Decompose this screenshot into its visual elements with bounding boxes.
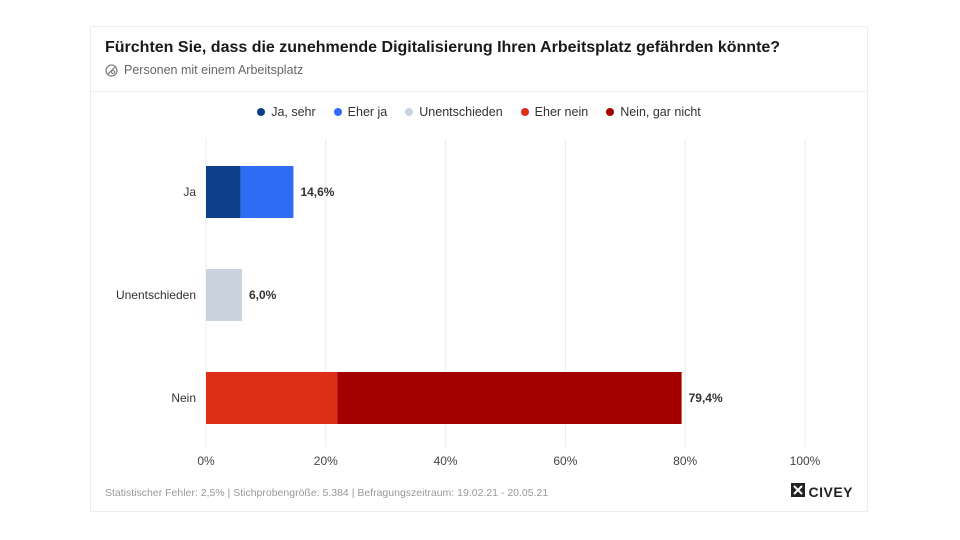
legend-item-3[interactable]: Eher nein (520, 105, 589, 119)
brand-name: CIVEY (808, 483, 853, 500)
footer-info: Statistischer Fehler: 2,5% | Stichproben… (105, 487, 549, 499)
bar-segment (206, 372, 338, 424)
x-tick-label: 40% (434, 454, 458, 468)
target-group-icon (105, 63, 118, 77)
legend-label: Ja, sehr (271, 105, 316, 119)
legend-item-1[interactable]: Eher ja (333, 105, 388, 119)
legend-swatch (333, 108, 342, 116)
legend-swatch (257, 108, 266, 116)
data-label: 79,4% (689, 391, 723, 405)
bar-segment (206, 166, 241, 218)
bar-segment (206, 269, 242, 321)
x-tick-label: 80% (673, 454, 697, 468)
bar-segment (240, 166, 294, 218)
legend-item-4[interactable]: Nein, gar nicht (606, 105, 701, 119)
civey-logo: CIVEY (791, 483, 853, 500)
data-label: 6,0% (249, 288, 277, 302)
chart-card: Fürchten Sie, dass die zunehmende Digita… (90, 26, 868, 512)
category-label: Ja (183, 185, 196, 199)
legend-label: Nein, gar nicht (620, 105, 701, 119)
category-label: Unentschieden (116, 288, 196, 302)
chart-legend: Ja, sehr Eher ja Unentschieden Eher nein Nei… (91, 105, 867, 119)
legend-item-0[interactable]: Ja, sehr (257, 105, 316, 119)
bar-chart: 0% 20% 40% 60% 80% 100% Ja 14,6% Unentschieden 6,… (116, 139, 821, 468)
header-divider (91, 91, 867, 92)
legend-swatch (405, 108, 414, 116)
legend-label: Eher nein (534, 105, 589, 119)
bar-segment (337, 372, 682, 424)
x-tick-label: 60% (553, 454, 577, 468)
x-tick-label: 0% (197, 454, 215, 468)
category-label: Nein (171, 391, 196, 405)
legend-label: Unentschieden (419, 105, 503, 119)
chart-subtitle: Personen mit einem Arbeitsplatz (105, 63, 303, 77)
civey-logo-icon (791, 483, 806, 500)
subtitle-text: Personen mit einem Arbeitsplatz (124, 63, 304, 77)
chart-title: Fürchten Sie, dass die zunehmende Digita… (105, 39, 781, 56)
legend-swatch (520, 108, 529, 116)
legend-label: Eher ja (347, 105, 388, 119)
x-tick-label: 100% (790, 454, 821, 468)
legend-swatch (606, 108, 615, 116)
data-label: 14,6% (300, 185, 334, 199)
legend-item-2[interactable]: Unentschieden (405, 105, 503, 119)
x-tick-label: 20% (314, 454, 338, 468)
